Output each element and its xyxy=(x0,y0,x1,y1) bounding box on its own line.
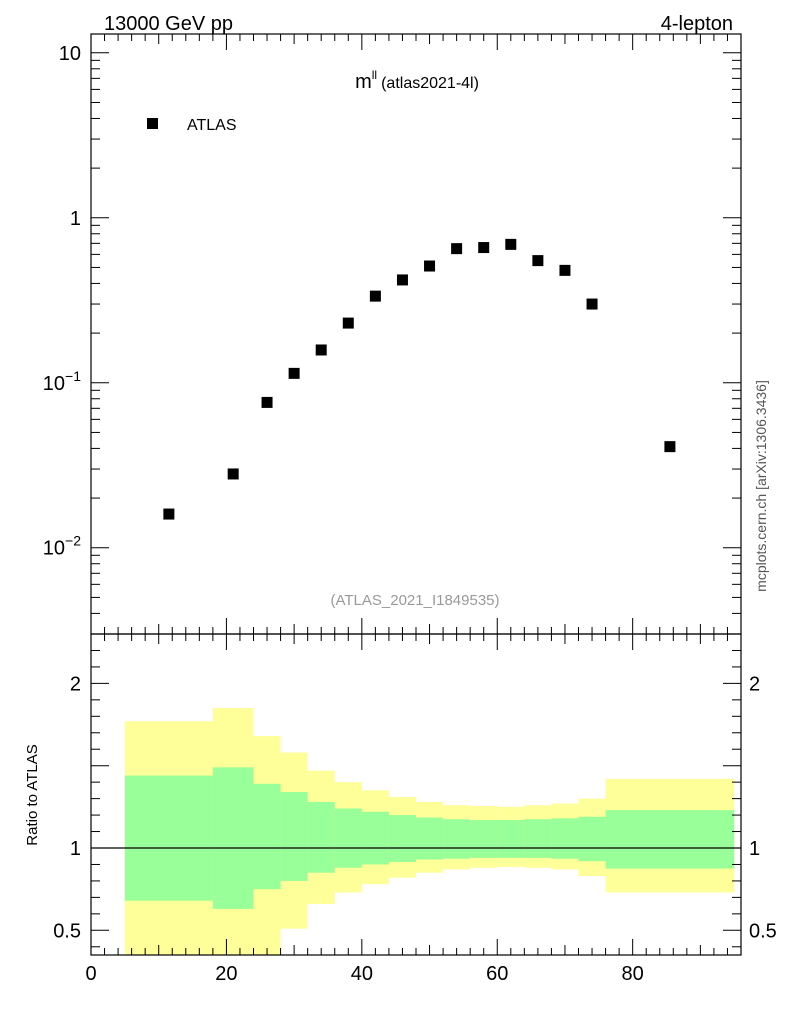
y-tick-label-exponent: −1 xyxy=(65,368,81,384)
inner-uncertainty-bin-11 xyxy=(497,820,525,858)
y-tick-label: 10−1 xyxy=(43,368,81,395)
inner-uncertainty-bin-13 xyxy=(551,818,579,859)
inner-uncertainty-bin-8 xyxy=(416,817,444,860)
data-point xyxy=(261,396,273,408)
x-tick-label: 20 xyxy=(215,963,237,985)
inner-uncertainty-bin-7 xyxy=(388,815,416,862)
x-axis-ticks: 0 20 40 60 80 xyxy=(85,34,742,985)
y-axis-ticks-ratio: 2 2 1 1 0.5 0.5 xyxy=(53,649,777,948)
y-tick-label-ratio-right: 0.5 xyxy=(749,920,777,942)
data-point xyxy=(315,344,327,356)
y-tick-label-base: 10 xyxy=(43,538,65,560)
legend-marker-atlas xyxy=(147,118,158,129)
data-point xyxy=(478,242,490,254)
y-tick-label: 1 xyxy=(70,208,81,230)
y-tick-label-ratio-left: 2 xyxy=(70,673,81,695)
ratio-y-axis-title: Ratio to ATLAS xyxy=(24,744,41,845)
plot-title-superscript: ll xyxy=(372,68,377,82)
inner-uncertainty-bin-0 xyxy=(124,775,213,901)
inner-uncertainty-bin-15 xyxy=(605,810,735,869)
inner-uncertainty-bin-9 xyxy=(443,819,471,859)
y-tick-label-ratio-left: 0.5 xyxy=(53,920,81,942)
y-tick-label-ratio-left: 1 xyxy=(70,838,81,860)
y-tick-label-ratio-right: 2 xyxy=(749,673,760,695)
inner-uncertainty-bin-6 xyxy=(361,811,389,865)
energy-label: 13000 GeV pp xyxy=(104,13,233,35)
inner-uncertainty-bin-4 xyxy=(307,801,335,873)
plot-title: mll (atlas2021-4l) xyxy=(355,68,479,93)
y-tick-label: 10−2 xyxy=(43,533,81,560)
y-tick-label: 10 xyxy=(59,43,81,65)
data-point xyxy=(451,243,463,255)
data-point xyxy=(342,317,354,329)
plot-title-suffix: (atlas2021-4l) xyxy=(381,75,479,92)
mcplots-side-label: mcplots.cern.ch [arXiv:1306.3436] xyxy=(753,380,769,592)
legend-label-atlas: ATLAS xyxy=(187,117,237,134)
y-tick-label-ratio-right: 1 xyxy=(749,838,760,860)
x-tick-label: 0 xyxy=(85,963,96,985)
y-tick-label-exponent: −2 xyxy=(65,533,81,549)
ratio-panel: 0 20 40 60 80 2 2 1 1 0.5 0.5 Ratio to ATLAS xyxy=(24,34,777,985)
data-point xyxy=(664,441,676,453)
inner-uncertainty-bin-14 xyxy=(578,816,606,862)
data-point xyxy=(505,238,517,250)
legend: ATLAS xyxy=(147,117,237,134)
y-tick-label-base: 10 xyxy=(43,373,65,395)
x-tick-label: 60 xyxy=(486,963,508,985)
data-point xyxy=(424,260,436,272)
data-point xyxy=(396,274,408,286)
x-tick-label: 80 xyxy=(622,963,644,985)
data-point xyxy=(369,290,381,302)
channel-label: 4-lepton xyxy=(661,13,733,35)
series-atlas xyxy=(163,238,676,520)
inner-uncertainty-bin-2 xyxy=(253,783,281,890)
data-point xyxy=(586,298,598,310)
band-inner-uncertainty xyxy=(124,767,735,909)
inner-uncertainty-bin-12 xyxy=(524,819,552,858)
inner-uncertainty-bin-3 xyxy=(280,792,308,881)
analysis-label: (ATLAS_2021_I1849535) xyxy=(330,592,499,609)
data-point xyxy=(227,468,239,480)
inner-uncertainty-bin-10 xyxy=(470,820,498,858)
plot-title-symbol: m xyxy=(355,71,372,93)
x-tick-label: 40 xyxy=(351,963,373,985)
data-point xyxy=(532,255,544,267)
data-point xyxy=(288,367,300,379)
data-point xyxy=(559,264,571,276)
inner-uncertainty-bin-5 xyxy=(334,808,362,868)
inner-uncertainty-bin-1 xyxy=(212,767,254,909)
data-point xyxy=(163,508,175,520)
